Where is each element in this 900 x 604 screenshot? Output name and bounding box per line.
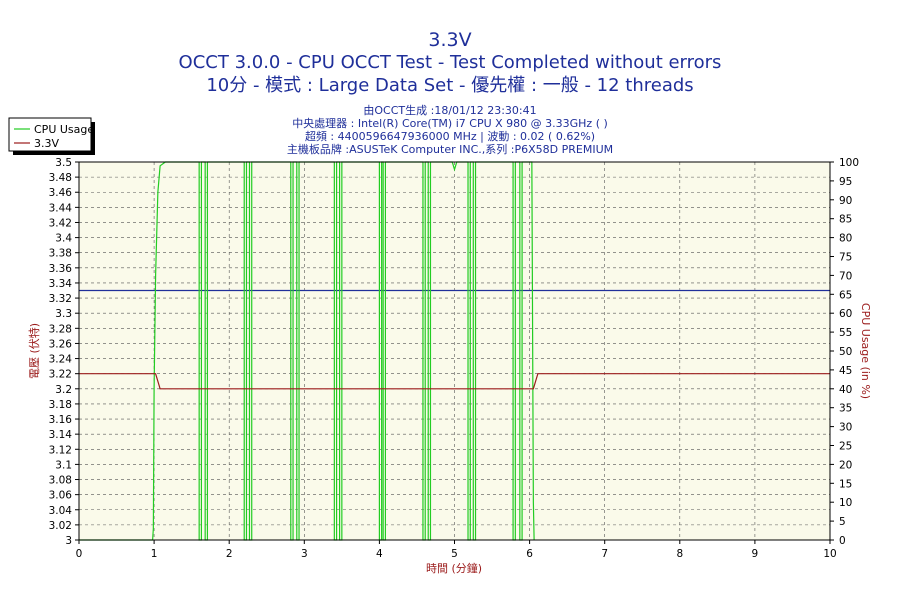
y-right-tick-label: 30 (839, 422, 852, 434)
x-tick-label: 10 (823, 548, 836, 560)
y-left-tick-label: 3.26 (49, 338, 73, 350)
y-left-tick-label: 3.48 (49, 172, 72, 184)
y-right-tick-label: 90 (839, 195, 852, 207)
y-left-tick-label: 3.1 (55, 459, 72, 471)
x-tick-label: 8 (676, 548, 683, 560)
y-left-tick-label: 3.16 (49, 414, 73, 426)
y-left-tick-label: 3.04 (49, 505, 73, 517)
y-left-tick-label: 3.4 (55, 233, 72, 245)
y-left-tick-label: 3.12 (49, 444, 72, 456)
chart-info-line-3: 超頻 : 4400596647936000 MHz | 波動 : 0.02 ( … (305, 129, 595, 143)
y-left-tick-label: 3.3 (55, 308, 72, 320)
y-left-tick-label: 3.36 (49, 263, 73, 275)
x-tick-label: 6 (526, 548, 533, 560)
chart-info-line-1: 由OCCT生成 :18/01/12 23:30:41 (363, 103, 536, 117)
y-right-tick-label: 20 (839, 459, 852, 471)
y-axis-label-left: 電壓 (伏特) (27, 323, 41, 379)
y-right-tick-label: 45 (839, 365, 852, 377)
y-left-tick-label: 3.18 (49, 399, 72, 411)
y-left-tick-label: 3.22 (49, 369, 72, 381)
y-left-tick-label: 3.2 (55, 384, 72, 396)
y-left-tick-label: 3.38 (49, 248, 72, 260)
y-right-tick-label: 60 (839, 308, 852, 320)
plot-frame (78, 161, 831, 541)
y-right-tick-label: 75 (839, 252, 852, 264)
y-right-tick-label: 50 (839, 346, 852, 358)
y-left-tick-label: 3.24 (49, 354, 73, 366)
x-tick-label: 2 (226, 548, 233, 560)
y-left-tick-label: 3.14 (49, 429, 73, 441)
chart-info-line-4: 主機板品牌 :ASUSTeK Computer INC.,系列 :P6X58D … (287, 142, 613, 156)
y-axis-label-right: CPU Usage (in %) (859, 303, 872, 399)
x-tick-label: 3 (301, 548, 308, 560)
chart-subtitle-1: OCCT 3.0.0 - CPU OCCT Test - Test Comple… (179, 52, 722, 73)
legend-label-3v3: 3.3V (34, 137, 59, 150)
chart-title: 3.3V (428, 29, 471, 51)
y-right-tick-label: 80 (839, 233, 852, 245)
chart-info-line-2: 中央處理器 : Intel(R) Core(TM) i7 CPU X 980 @… (292, 116, 608, 130)
y-right-tick-label: 70 (839, 270, 852, 282)
series-line-3v3 (79, 373, 830, 390)
y-right-tick-label: 40 (839, 384, 852, 396)
y-right-tick-label: 35 (839, 403, 852, 415)
y-left-tick-label: 3.06 (49, 490, 73, 502)
y-right-tick-label: 15 (839, 478, 852, 490)
chart-subtitle-2: 10分 - 模式 : Large Data Set - 優先權 : 一般 - 1… (206, 75, 693, 96)
axis-ticks: 3 3.02 3.04 3.06 3.08 3.1 3.12 3.14 3.16 3.18 3.2 3… (49, 157, 859, 560)
legend-box (8, 117, 92, 152)
x-axis-label: 時間 (分鐘) (426, 561, 482, 575)
y-left-tick-label: 3 (65, 535, 72, 547)
y-left-tick-label: 3.28 (49, 323, 72, 335)
y-right-tick-label: 85 (839, 214, 852, 226)
x-tick-label: 5 (451, 548, 458, 560)
y-right-tick-label: 0 (839, 535, 846, 547)
x-tick-label: 7 (601, 548, 608, 560)
x-tick-label: 4 (376, 548, 383, 560)
y-right-tick-label: 5 (839, 516, 846, 528)
y-left-tick-label: 3.02 (49, 520, 72, 532)
y-left-tick-label: 3.34 (49, 278, 73, 290)
legend: CPU Usage 3.3V (8, 117, 95, 155)
x-tick-label: 1 (151, 548, 158, 560)
y-right-tick-label: 100 (839, 157, 859, 169)
y-right-tick-label: 95 (839, 176, 852, 188)
y-left-tick-label: 3.44 (49, 202, 73, 214)
x-tick-label: 9 (752, 548, 759, 560)
y-left-tick-label: 3.42 (49, 217, 72, 229)
y-left-tick-label: 3.32 (49, 293, 72, 305)
y-left-tick-label: 3.5 (55, 157, 72, 169)
legend-label-cpu-usage: CPU Usage (34, 123, 94, 136)
y-right-tick-label: 10 (839, 497, 852, 509)
y-left-tick-label: 3.08 (49, 475, 72, 487)
y-right-tick-label: 55 (839, 327, 852, 339)
x-tick-label: 0 (76, 548, 83, 560)
y-left-tick-label: 3.46 (49, 187, 73, 199)
y-right-tick-label: 25 (839, 441, 852, 453)
y-right-tick-label: 65 (839, 289, 852, 301)
